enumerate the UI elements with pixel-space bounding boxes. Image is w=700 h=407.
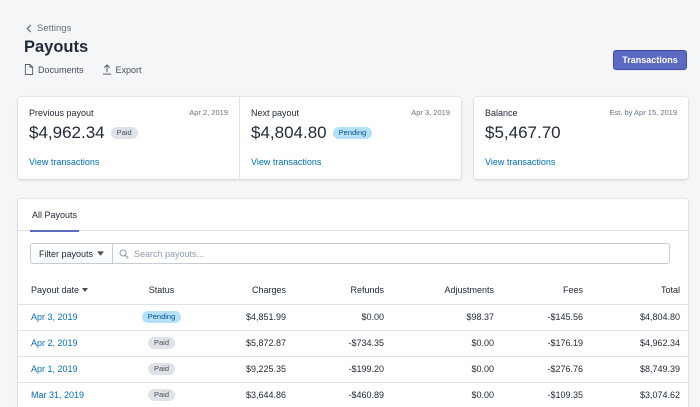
status-badge: Paid bbox=[110, 127, 138, 139]
payout-date-link[interactable]: Apr 1, 2019 bbox=[31, 364, 78, 374]
back-to-settings-link[interactable]: Settings bbox=[25, 23, 71, 34]
column-header-total: Total bbox=[591, 277, 688, 305]
previous-payout-label: Previous payout bbox=[29, 108, 94, 118]
table-row[interactable]: Apr 2, 2019 Paid $5,872.87 -$734.35 $0.0… bbox=[18, 330, 688, 357]
tab-all-payouts[interactable]: All Payouts bbox=[30, 199, 80, 232]
column-header-fees: Fees bbox=[502, 277, 591, 305]
next-payout-label: Next payout bbox=[251, 108, 300, 118]
column-header-status: Status bbox=[118, 277, 205, 305]
table-header-row: Payout date Status Charges Refunds Adjus… bbox=[18, 277, 688, 305]
balance-date: Est. by Apr 15, 2019 bbox=[609, 108, 677, 117]
previous-payout-date: Apr 2, 2019 bbox=[189, 108, 228, 117]
page-actions: Documents Export bbox=[24, 64, 142, 75]
table-row[interactable]: Mar 31, 2019 Paid $3,644.86 -$460.89 $0.… bbox=[18, 382, 688, 407]
previous-payout: Previous payout Apr 2, 2019 $4,962.34 Pa… bbox=[18, 97, 239, 179]
export-label: Export bbox=[115, 64, 142, 75]
next-payout-amount-row: $4,804.80 Pending bbox=[251, 123, 373, 143]
chevron-left-icon bbox=[26, 24, 32, 33]
fees-cell: -$109.35 bbox=[502, 382, 591, 407]
next-payout-amount: $4,804.80 bbox=[251, 123, 327, 142]
payout-summary-card: Previous payout Apr 2, 2019 $4,962.34 Pa… bbox=[18, 97, 461, 179]
sort-control: Payout date bbox=[31, 285, 89, 296]
column-header-adjustments: Adjustments bbox=[392, 277, 502, 305]
adjustments-cell: $98.37 bbox=[392, 304, 502, 331]
charges-cell: $5,872.87 bbox=[205, 330, 294, 357]
payouts-table: Payout date Status Charges Refunds Adjus… bbox=[18, 277, 688, 407]
filter-row: Filter payouts bbox=[30, 243, 670, 264]
refunds-cell: $0.00 bbox=[294, 304, 392, 331]
next-payout: Next payout Apr 3, 2019 $4,804.80 Pendin… bbox=[239, 97, 461, 179]
back-label: Settings bbox=[37, 23, 72, 34]
status-badge: Paid bbox=[147, 337, 175, 349]
search-input[interactable] bbox=[134, 248, 669, 259]
total-cell: $3,074.62 bbox=[591, 382, 688, 407]
filter-payouts-label: Filter payouts bbox=[39, 248, 94, 259]
charges-cell: $4,851.99 bbox=[205, 304, 294, 331]
total-cell: $8,749.39 bbox=[591, 356, 688, 383]
transactions-button[interactable]: Transactions bbox=[613, 50, 687, 70]
status-badge: Pending bbox=[141, 311, 182, 323]
fees-cell: -$176.19 bbox=[502, 330, 591, 357]
previous-payout-amount-row: $4,962.34 Paid bbox=[29, 123, 138, 143]
document-icon bbox=[24, 64, 34, 75]
balance-label: Balance bbox=[485, 108, 518, 118]
status-badge: Paid bbox=[147, 389, 175, 401]
table-row[interactable]: Apr 3, 2019 Pending $4,851.99 $0.00 $98.… bbox=[18, 304, 688, 331]
payout-date-link[interactable]: Apr 2, 2019 bbox=[31, 338, 78, 348]
refunds-cell: -$199.20 bbox=[294, 356, 392, 383]
column-header-payout-date[interactable]: Payout date bbox=[18, 277, 118, 305]
column-header-charges: Charges bbox=[205, 277, 294, 305]
payouts-table-card: All Payouts Filter payouts Payout date bbox=[18, 199, 688, 407]
page-title: Payouts bbox=[24, 38, 89, 56]
next-payout-view-transactions-link[interactable]: View transactions bbox=[251, 157, 322, 167]
total-cell: $4,804.80 bbox=[591, 304, 688, 331]
search-icon bbox=[119, 248, 129, 259]
documents-label: Documents bbox=[38, 64, 84, 75]
status-badge: Paid bbox=[147, 363, 175, 375]
charges-cell: $9,225.35 bbox=[205, 356, 294, 383]
refunds-cell: -$460.89 bbox=[294, 382, 392, 407]
search-field bbox=[113, 243, 670, 264]
documents-button[interactable]: Documents bbox=[24, 64, 84, 75]
previous-payout-amount: $4,962.34 bbox=[29, 123, 105, 142]
export-icon bbox=[102, 64, 111, 75]
balance-view-transactions-link[interactable]: View transactions bbox=[485, 157, 556, 167]
balance-card: Balance Est. by Apr 15, 2019 $5,467.70 V… bbox=[474, 97, 688, 179]
adjustments-cell: $0.00 bbox=[392, 330, 502, 357]
fees-cell: -$145.56 bbox=[502, 304, 591, 331]
caret-down-icon bbox=[97, 251, 104, 256]
adjustments-cell: $0.00 bbox=[392, 356, 502, 383]
charges-cell: $3,644.86 bbox=[205, 382, 294, 407]
payout-date-link[interactable]: Apr 3, 2019 bbox=[31, 312, 78, 322]
sort-down-icon bbox=[82, 288, 89, 293]
status-badge: Pending bbox=[332, 127, 373, 139]
previous-payout-view-transactions-link[interactable]: View transactions bbox=[29, 157, 100, 167]
table-row[interactable]: Apr 1, 2019 Paid $9,225.35 -$199.20 $0.0… bbox=[18, 356, 688, 383]
tab-bar: All Payouts bbox=[18, 199, 688, 232]
fees-cell: -$276.76 bbox=[502, 356, 591, 383]
payout-date-link[interactable]: Mar 31, 2019 bbox=[31, 390, 85, 400]
next-payout-date: Apr 3, 2019 bbox=[411, 108, 450, 117]
column-header-refunds: Refunds bbox=[294, 277, 392, 305]
column-label: Payout date bbox=[31, 285, 80, 296]
total-cell: $4,962.34 bbox=[591, 330, 688, 357]
filter-payouts-button[interactable]: Filter payouts bbox=[30, 243, 113, 264]
export-button[interactable]: Export bbox=[102, 64, 142, 75]
refunds-cell: -$734.35 bbox=[294, 330, 392, 357]
adjustments-cell: $0.00 bbox=[392, 382, 502, 407]
balance-amount: $5,467.70 bbox=[485, 123, 561, 142]
